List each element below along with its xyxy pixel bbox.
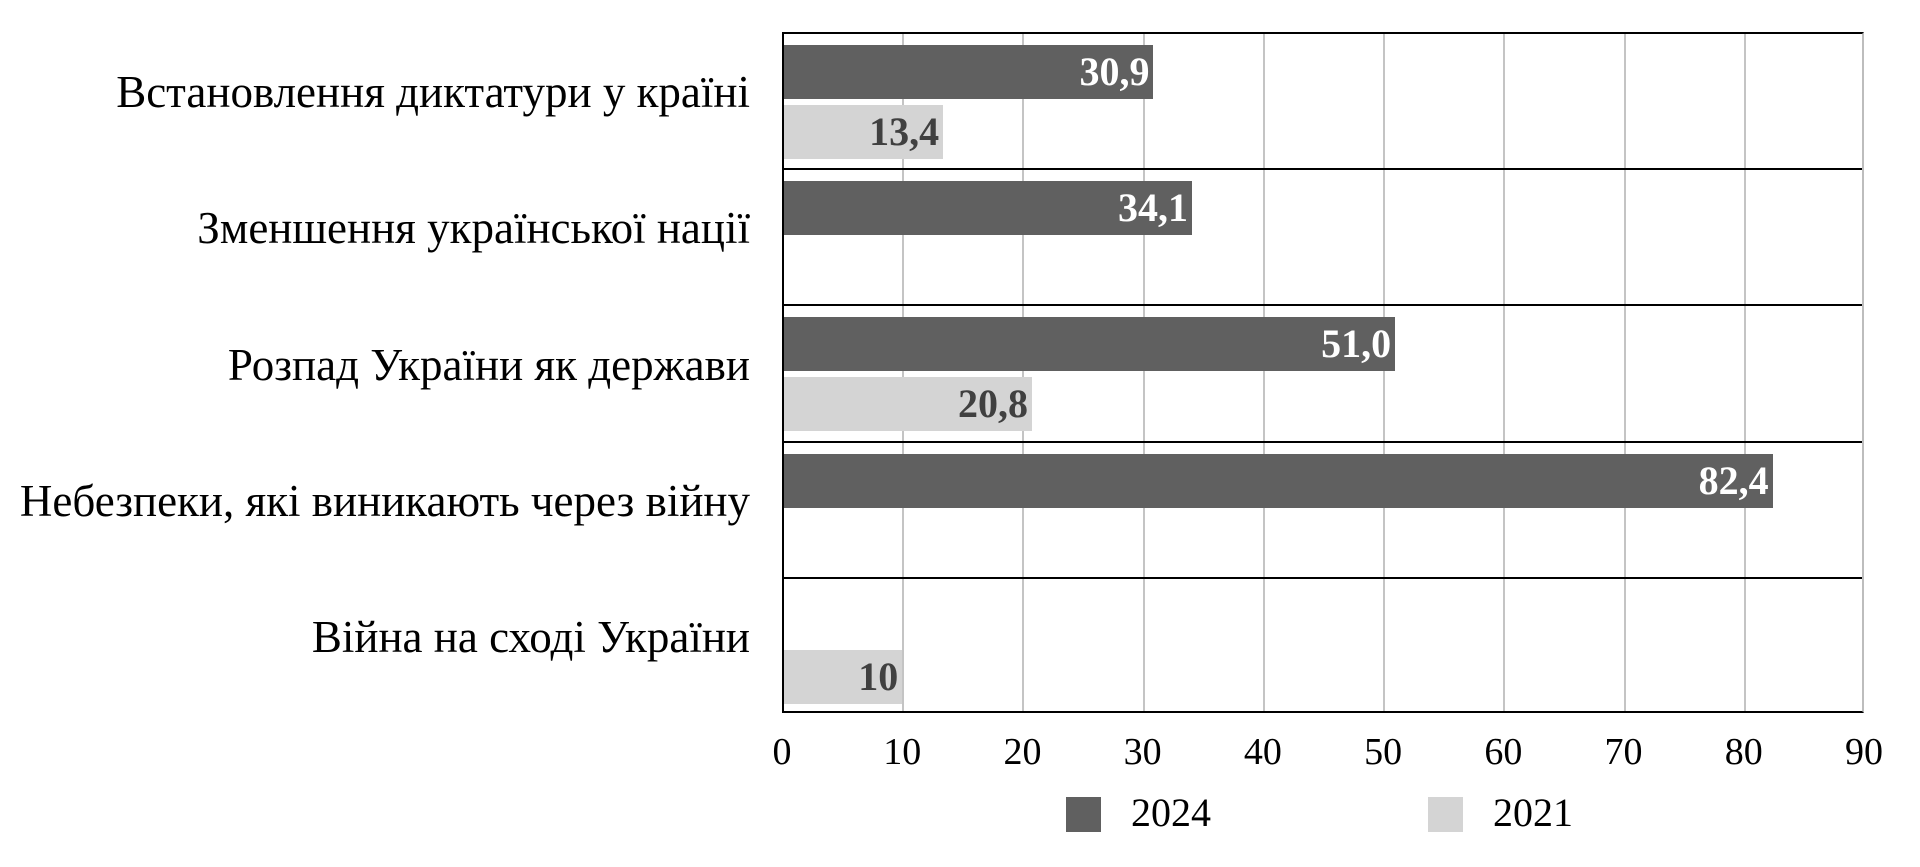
x-tick-label: 60	[1484, 731, 1523, 773]
bar-2024: 34,1	[784, 181, 1192, 236]
category-separator	[784, 440, 1862, 443]
category-separator	[784, 576, 1862, 579]
bar-value-label: 20,8	[958, 381, 1029, 427]
category-separator	[784, 168, 1862, 171]
legend-label-2024: 2024	[1131, 790, 1211, 835]
bar-2024: 82,4	[784, 453, 1773, 508]
category-label: Війна на сході України	[311, 611, 750, 662]
category-label: Небезпеки, які виникають через війну	[19, 475, 750, 526]
x-tick-label: 20	[1003, 731, 1042, 773]
bar-2024: 30,9	[784, 45, 1154, 99]
gridline	[1262, 34, 1265, 711]
bar-value-label: 51,0	[1321, 321, 1392, 367]
x-tick-label: 30	[1123, 731, 1162, 773]
legend-swatch-2024	[1066, 797, 1101, 832]
gridline	[902, 34, 905, 711]
x-tick-label: 80	[1724, 731, 1763, 773]
legend-item-2021: 2021	[1428, 793, 1573, 833]
bar-value-label: 30,9	[1079, 49, 1150, 94]
legend-item-2024: 2024	[1066, 793, 1211, 833]
legend-label-2021: 2021	[1493, 790, 1573, 835]
gridline	[1142, 34, 1145, 711]
legend-swatch-2021	[1428, 797, 1463, 832]
x-tick-label: 70	[1604, 731, 1643, 773]
gridline	[1022, 34, 1025, 711]
gridline	[1623, 34, 1626, 711]
plot-area: 30,9 34,1 51,0 82,4 13,4 20,8 10	[782, 32, 1864, 713]
gridline	[1503, 34, 1506, 711]
bar-value-label: 10	[858, 653, 899, 699]
x-tick-label: 90	[1845, 731, 1883, 773]
category-separator	[784, 304, 1862, 307]
gridline	[1743, 34, 1746, 711]
bar-value-label: 34,1	[1117, 185, 1188, 231]
category-label: Зменшення української нації	[197, 203, 750, 254]
x-tick-label: 10	[883, 731, 922, 773]
x-tick-label: 50	[1364, 731, 1403, 773]
gridline	[1383, 34, 1386, 711]
category-label: Встановлення диктатури у країні	[116, 67, 750, 118]
x-tick-label: 0	[772, 731, 792, 773]
bar-2021: 13,4	[784, 105, 944, 159]
bar-2021: 10	[784, 649, 903, 704]
category-label: Розпад України як держави	[227, 339, 750, 390]
bar-2021: 20,8	[784, 377, 1033, 432]
bar-value-label: 82,4	[1698, 457, 1769, 503]
x-tick-label: 40	[1243, 731, 1282, 773]
bar-value-label: 13,4	[869, 109, 940, 154]
bar-2024: 51,0	[784, 317, 1396, 372]
